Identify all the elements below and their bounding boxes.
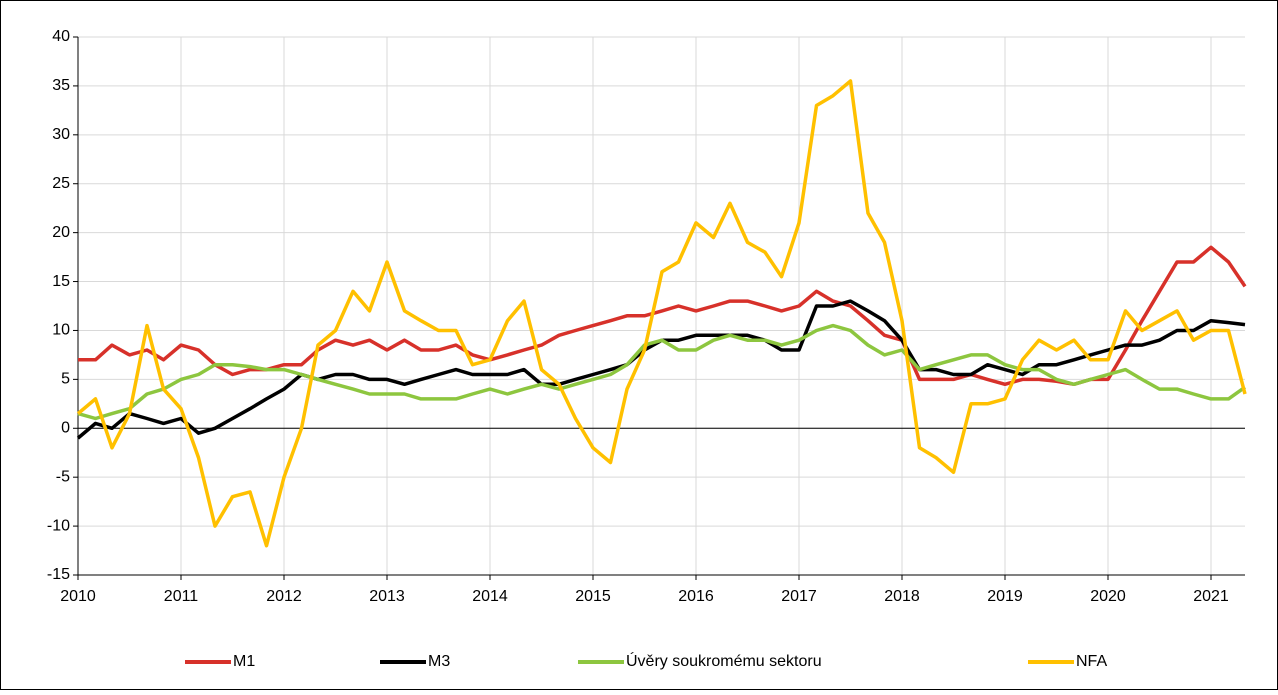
y-tick-label: 25 [52,175,70,192]
x-tick-label: 2013 [369,588,405,605]
y-tick-label: 35 [52,77,70,94]
x-tick-label: 2020 [1090,588,1126,605]
x-tick-label: 2012 [266,588,302,605]
y-tick-label: 0 [61,419,70,436]
y-tick-label: 30 [52,126,70,143]
x-tick-label: 2010 [60,588,96,605]
y-tick-label: 20 [52,224,70,241]
x-tick-label: 2014 [472,588,508,605]
data-line [77,323,1247,421]
y-tick-label: 5 [61,371,70,388]
x-tick-label: 2019 [987,588,1023,605]
y-tick-label: -10 [47,517,70,534]
y-tick-label: 15 [52,273,70,290]
legend-label: NFA [1076,653,1107,670]
legend-label: M3 [428,653,450,670]
x-tick-label: 2021 [1193,588,1229,605]
x-tick-label: 2017 [781,588,817,605]
x-tick-label: 2011 [164,588,199,605]
y-tick-label: -5 [56,468,70,485]
x-tick-label: 2016 [678,588,714,605]
y-tick-label: -15 [47,566,70,583]
data-line [76,79,1247,548]
y-tick-label: 40 [52,28,70,45]
legend-label: M1 [233,653,255,670]
x-tick-label: 2018 [884,588,920,605]
x-tick-label: 2015 [575,588,611,605]
legend-label: Úvěry soukromému sektoru [626,651,822,670]
y-tick-label: 10 [52,322,70,339]
